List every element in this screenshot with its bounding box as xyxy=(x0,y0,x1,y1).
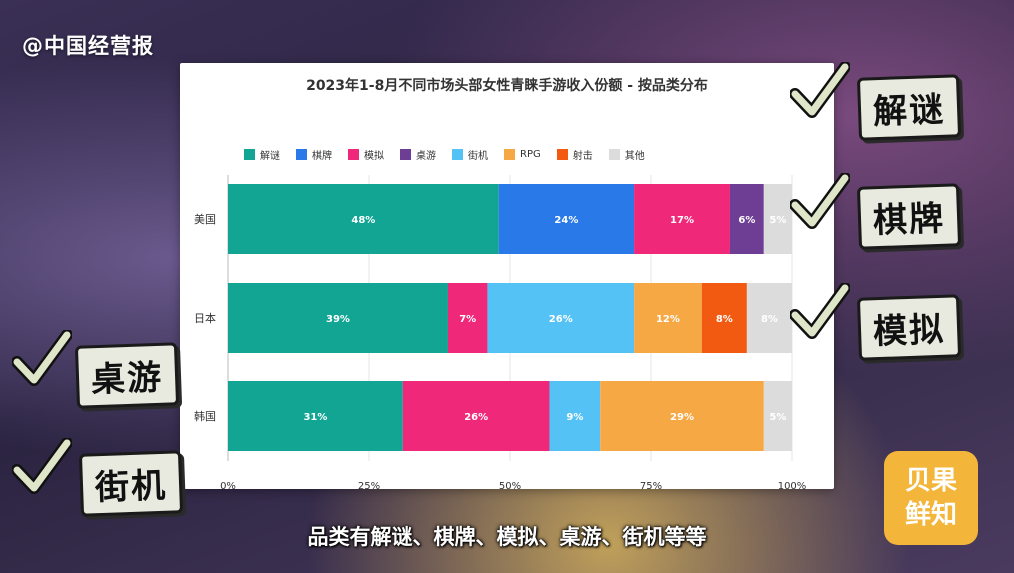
y-category-label: 美国 xyxy=(194,213,216,226)
legend-item: 棋牌 xyxy=(296,147,332,162)
legend-item: RPG xyxy=(504,147,541,162)
bar-segment xyxy=(228,381,403,451)
channel-logo: 贝果 鲜知 xyxy=(884,451,978,545)
data-label: 48% xyxy=(351,215,375,226)
legend-item: 街机 xyxy=(452,147,488,162)
data-label: 26% xyxy=(464,412,488,423)
bar-segment xyxy=(634,184,730,254)
data-label: 26% xyxy=(549,314,573,325)
data-label: 12% xyxy=(656,314,680,325)
legend-label: 街机 xyxy=(468,151,488,162)
legend-item: 其他 xyxy=(608,147,645,162)
x-tick-label: 100% xyxy=(778,481,807,489)
legend-swatch xyxy=(348,149,359,160)
data-label: 29% xyxy=(670,412,694,423)
data-label: 31% xyxy=(303,412,327,423)
bar-segment xyxy=(402,381,550,451)
bar-segment xyxy=(634,283,702,353)
logo-line-2: 鲜知 xyxy=(904,500,957,530)
tag-board-card: 棋牌 xyxy=(856,183,962,250)
video-subtitle: 品类有解谜、棋牌、模拟、桌游、街机等等 xyxy=(307,525,707,549)
check-mark-icon xyxy=(790,62,850,118)
data-label: 6% xyxy=(738,215,755,226)
bar-segment xyxy=(600,381,764,451)
data-label: 8% xyxy=(716,314,733,325)
legend-swatch xyxy=(504,149,515,160)
data-label: 24% xyxy=(554,215,578,226)
legend-label: 棋牌 xyxy=(312,151,332,162)
legend-label: 解谜 xyxy=(260,151,280,162)
x-tick-label: 0% xyxy=(220,481,236,489)
data-label: 39% xyxy=(326,314,350,325)
legend-label: RPG xyxy=(520,149,541,160)
bar-segment xyxy=(729,184,764,254)
check-mark-icon xyxy=(790,283,850,339)
legend-swatch xyxy=(452,149,463,160)
watermark-text: @中国经营报 xyxy=(22,34,154,58)
bar-segment xyxy=(701,283,747,353)
legend-swatch xyxy=(296,149,307,160)
tag-puzzle: 解谜 xyxy=(856,74,962,141)
check-mark-icon xyxy=(790,173,850,229)
tag-tabletop: 桌游 xyxy=(74,342,180,409)
bar-segment xyxy=(447,283,488,353)
legend-swatch xyxy=(608,149,620,160)
bar-segment xyxy=(228,184,499,254)
stacked-bar-chart: 0% 25% 50% 75% 100% 美国 48% 24% 17% 6% 5% 日本 39% 7% 26%… xyxy=(194,175,807,489)
y-category-label: 日本 xyxy=(194,311,216,325)
data-label: 9% xyxy=(566,412,583,423)
bar-segment xyxy=(228,283,448,353)
check-mark-icon xyxy=(12,330,72,386)
chart-panel: 2023年1-8月不同市场头部女性青睐手游收入份额 - 按品类分布 解谜 棋牌 模拟… xyxy=(180,63,834,489)
logo-line-1: 贝果 xyxy=(904,466,957,496)
legend-item: 模拟 xyxy=(348,147,384,162)
y-category-label: 韩国 xyxy=(194,409,216,423)
data-label: 17% xyxy=(670,215,694,226)
chart-legend: 解谜 棋牌 模拟 桌游 街机 RPG 射击 其他 xyxy=(244,147,645,162)
legend-label: 射击 xyxy=(572,151,593,162)
data-label: 7% xyxy=(459,314,476,325)
legend-label: 桌游 xyxy=(416,151,436,162)
data-label: 8% xyxy=(761,314,778,325)
bar-segment xyxy=(549,381,601,451)
legend-item: 射击 xyxy=(556,147,593,162)
tag-arcade: 街机 xyxy=(78,450,184,517)
x-tick-label: 25% xyxy=(358,481,380,489)
tag-simulation: 模拟 xyxy=(856,294,962,361)
check-mark-icon xyxy=(12,438,72,494)
legend-label: 模拟 xyxy=(364,151,384,162)
bar-segment xyxy=(746,283,792,353)
legend-swatch xyxy=(400,149,411,160)
bar-segment xyxy=(763,184,792,254)
legend-item: 解谜 xyxy=(244,147,280,162)
x-tick-label: 50% xyxy=(499,481,521,489)
bar-segment xyxy=(498,184,635,254)
legend-swatch xyxy=(556,149,568,160)
legend-item: 桌游 xyxy=(400,147,436,162)
chart-title: 2023年1-8月不同市场头部女性青睐手游收入份额 - 按品类分布 xyxy=(306,78,708,94)
bar-segment xyxy=(763,381,792,451)
x-tick-label: 75% xyxy=(640,481,662,489)
bar-segment xyxy=(487,283,635,353)
data-label: 5% xyxy=(769,412,786,423)
data-label: 5% xyxy=(769,215,786,226)
legend-swatch xyxy=(244,149,255,160)
legend-label: 其他 xyxy=(624,151,645,162)
